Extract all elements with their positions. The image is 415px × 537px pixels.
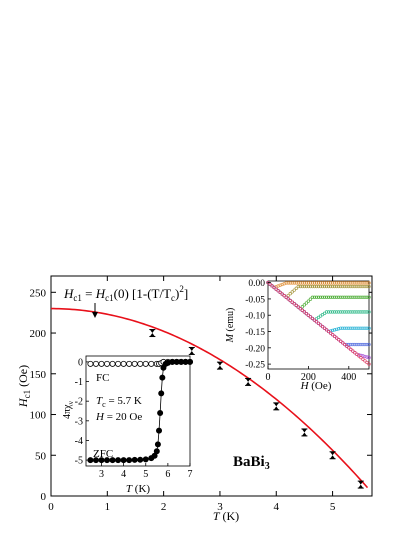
inset-chi-y-title: 4πχv xyxy=(62,401,75,420)
zfc-point xyxy=(131,456,138,463)
inset-chi-x-tick-label: 4 xyxy=(121,469,126,480)
zfc-point xyxy=(159,374,166,381)
inset-m-y-tick-label: -0.20 xyxy=(245,344,265,354)
inset-chi-background xyxy=(86,356,190,466)
inset-chi-x-tick-label: 3 xyxy=(99,469,104,480)
zfc-point xyxy=(153,448,160,455)
zfc-point xyxy=(126,457,133,464)
fc-point xyxy=(115,360,122,367)
inset-m-y-tick-label: -0.10 xyxy=(245,312,265,322)
inset-chi-x-tick-label: 5 xyxy=(143,469,148,480)
inset-m-y-tick-label: -0.05 xyxy=(245,295,265,305)
data-point xyxy=(149,329,156,338)
fc-point xyxy=(120,360,127,367)
data-point xyxy=(245,377,252,386)
y-axis-title: Hc1 (Oe) xyxy=(16,365,32,408)
inset-chi-tc-label: Tc = 5.7 K xyxy=(96,395,142,409)
fc-point xyxy=(98,360,105,367)
data-point xyxy=(357,480,364,489)
inset-chi-x-title: T (K) xyxy=(126,483,150,495)
zfc-point xyxy=(154,441,161,448)
fit-curve-layer xyxy=(50,307,369,489)
inset-chi-y-tick-label: -1 xyxy=(75,377,83,388)
fc-point xyxy=(137,360,144,367)
data-point xyxy=(216,361,223,370)
y-tick-label: 100 xyxy=(30,410,47,422)
inset-m-y-title: M (emu) xyxy=(225,308,236,344)
data-point xyxy=(273,402,280,411)
fc-point xyxy=(142,360,149,367)
zfc-point xyxy=(142,456,149,463)
inset-chi-x-tick-label: 7 xyxy=(188,469,193,480)
inset-m-y-tick-label: 0.00 xyxy=(248,279,265,289)
fc-point xyxy=(92,360,99,367)
inset-m-x-tick-label: 200 xyxy=(301,372,316,383)
inset-m-frame xyxy=(267,280,370,370)
formula-arrow-head xyxy=(92,312,98,318)
inset-chi-y-tick-label: 0 xyxy=(78,357,83,368)
data-point xyxy=(301,428,308,437)
fc-point xyxy=(131,360,138,367)
inset-m-x-tick-label: 0 xyxy=(266,372,271,383)
x-tick-label: 4 xyxy=(274,501,280,513)
zfc-point xyxy=(158,390,165,397)
inset-m-y-tick-label: -0.25 xyxy=(245,361,265,371)
inset-chi-x-tick-label: 6 xyxy=(165,469,170,480)
inset-m-x-title: H (Oe) xyxy=(300,380,332,392)
y-tick-label: 250 xyxy=(30,287,47,299)
y-tick-label: 50 xyxy=(35,450,47,462)
inset-chi-fc-label: FC xyxy=(96,372,109,384)
fit-curve xyxy=(50,307,369,489)
fc-point xyxy=(87,360,94,367)
fc-point xyxy=(109,360,116,367)
inset-chi-frame xyxy=(85,355,191,467)
inset-m-y-tick-label: -0.15 xyxy=(245,328,265,338)
zfc-point xyxy=(115,457,122,464)
inset-chi-zfc-label: ZFC xyxy=(93,448,113,460)
x-axis-title: T (K) xyxy=(213,509,239,523)
inset-chi-y-tick-label: -3 xyxy=(75,416,83,427)
inset-chi-y-tick-label: -4 xyxy=(75,436,83,447)
inset-chi-data xyxy=(87,358,193,464)
compound-label: BaBi3 xyxy=(233,454,270,472)
inset-chi-y-tick-label: -5 xyxy=(75,456,83,467)
inset-chi-ticks: 3 4 5 6 7 0 -1 -2 -3 -4 -5 xyxy=(75,357,193,480)
data-point xyxy=(329,451,336,460)
zfc-point xyxy=(157,409,164,416)
main-plot-frame xyxy=(50,275,373,497)
y-tick-label: 150 xyxy=(30,369,47,381)
zfc-point xyxy=(120,457,127,464)
inset-chi-h-label: H = 20 Oe xyxy=(95,411,142,423)
x-tick-label: 3 xyxy=(217,501,223,513)
inset-m-ticks: 0 200 400 0.00 -0.05 -0.10 -0.15 -0.20 -0.25 xyxy=(245,279,356,383)
fc-point xyxy=(126,360,133,367)
data-point xyxy=(188,346,195,355)
y-tick-label: 200 xyxy=(30,328,47,340)
inset-m-data xyxy=(266,280,371,366)
x-tick-label: 1 xyxy=(105,501,111,513)
formula-label: Hc1 = Hc1(0) [1-(T/Tc)2] xyxy=(63,284,188,303)
inset-chi-y-tick-label: -2 xyxy=(75,397,83,408)
inset-m-x-tick-label: 400 xyxy=(341,372,356,383)
y-tick-label: 0 xyxy=(41,491,47,503)
x-tick-label: 2 xyxy=(161,501,167,513)
fc-point xyxy=(104,360,111,367)
x-tick-label: 0 xyxy=(48,501,54,513)
zfc-point xyxy=(186,358,193,365)
x-tick-label: 5 xyxy=(330,501,336,513)
zfc-point xyxy=(156,427,163,434)
zfc-point xyxy=(137,456,144,463)
fc-point xyxy=(148,360,155,367)
main-data-points xyxy=(149,329,364,489)
